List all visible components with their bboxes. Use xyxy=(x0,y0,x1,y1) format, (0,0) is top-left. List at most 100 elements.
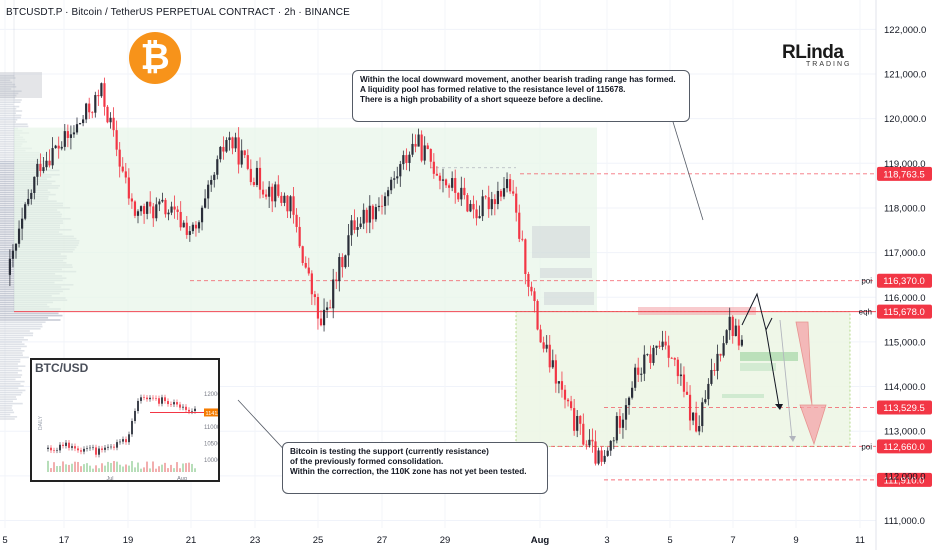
candle-body xyxy=(63,131,66,147)
candle-body xyxy=(188,231,191,235)
support-zone xyxy=(740,363,776,371)
candle-body xyxy=(200,207,204,223)
inset-y-tick-label: 11000 xyxy=(204,425,220,431)
candle-body xyxy=(585,444,588,446)
candle-body xyxy=(310,273,313,295)
inset-candle-body xyxy=(182,406,184,408)
candle-body xyxy=(414,143,417,147)
candle-body xyxy=(332,279,335,309)
volume-profile-bar xyxy=(0,407,12,409)
candle-body xyxy=(228,137,231,141)
inset-candle-body xyxy=(77,448,79,451)
candle-body xyxy=(670,357,673,359)
candle-body xyxy=(713,369,716,371)
candle-body xyxy=(289,196,292,212)
candle-body xyxy=(624,405,628,420)
candle-body xyxy=(579,415,582,424)
candle-body xyxy=(268,186,271,197)
volume-profile-bar xyxy=(0,363,18,365)
volume-profile-bar xyxy=(0,413,11,416)
volume-profile-bar xyxy=(0,114,22,117)
annotation-top[interactable]: Within the local downward movement, anot… xyxy=(352,70,690,122)
candle-body xyxy=(292,196,295,215)
bitcoin-logo-icon: ₿ xyxy=(129,32,181,84)
candle-body xyxy=(527,274,530,287)
volume-profile-bar xyxy=(0,394,22,396)
volume-profile-bar xyxy=(0,105,20,108)
candle-body xyxy=(692,412,695,421)
candle-body xyxy=(728,316,731,331)
candle-body xyxy=(274,184,277,202)
volume-profile-bar xyxy=(0,361,21,363)
level-lines: 118,763.5 116,370.0 poi 115,678.0 eqh 113,529… xyxy=(13,0,932,487)
inset-volume-bar xyxy=(188,462,190,472)
candle-body xyxy=(231,137,234,149)
volume-profile-bar xyxy=(0,387,19,389)
candle-body xyxy=(277,184,280,196)
candle-body xyxy=(582,423,585,445)
candle-body xyxy=(457,192,460,200)
candle-body xyxy=(359,223,362,228)
candle-body xyxy=(194,224,198,229)
volume-profile-bar xyxy=(0,92,19,95)
annotation-bottom[interactable]: Bitcoin is testing the support (currentl… xyxy=(282,442,548,494)
x-axis[interactable]: 5 17 19 21 23 25 27 29 Aug 3 5 7 9 11 xyxy=(2,535,865,546)
y-tick-label: 115,000.0 xyxy=(884,337,926,348)
symbol-title[interactable]: BTCUSDT.P · Bitcoin / TetherUS PERPETUAL… xyxy=(6,7,350,18)
zone-upper-consolidation xyxy=(14,127,597,312)
volume-profile-bar xyxy=(0,110,23,112)
candle-body xyxy=(362,209,365,224)
candle-body xyxy=(377,205,381,208)
candle-body xyxy=(560,381,564,390)
candle-body xyxy=(97,95,100,97)
level-price-label: 113,529.5 xyxy=(883,403,925,414)
candle-body xyxy=(115,130,118,150)
candle-body xyxy=(676,359,679,377)
candle-body xyxy=(512,191,515,194)
candle-body xyxy=(133,201,137,216)
volume-profile-bar xyxy=(0,334,34,337)
volume-profile-bar xyxy=(0,385,24,387)
volume-profile-bar xyxy=(0,352,23,354)
inset-candle-body xyxy=(194,408,196,411)
volume-profile-bar xyxy=(0,136,24,139)
candle-body xyxy=(441,179,445,181)
inset-volume-bar xyxy=(59,465,61,472)
candle-body xyxy=(688,394,692,421)
inset-volume-bar xyxy=(185,463,187,472)
inset-title: BTC/USD xyxy=(35,361,89,375)
inset-volume-bar xyxy=(92,468,94,472)
inset-volume-bar xyxy=(65,464,67,472)
candle-body xyxy=(127,177,130,199)
candle-body xyxy=(24,204,27,219)
candle-body xyxy=(249,168,252,183)
candle-body xyxy=(423,145,426,161)
inset-candle-body xyxy=(68,442,70,448)
inset-candle-body xyxy=(158,398,160,404)
level-price-label: 115,678.0 xyxy=(883,307,925,318)
candle-body xyxy=(30,193,33,199)
candle-body xyxy=(319,318,323,326)
inset-candle-body xyxy=(179,404,181,408)
inset-timeframe-label: DAILY xyxy=(38,415,44,430)
inset-volume-bar xyxy=(140,468,142,472)
candle-body xyxy=(304,262,307,268)
candle-body xyxy=(246,155,249,169)
candle-body xyxy=(448,185,451,188)
inset-chart-plot: 12000 11000 10500 10000 DAILY 11412 Jul Aug xyxy=(32,360,220,480)
candle-body xyxy=(740,339,743,346)
candle-body xyxy=(615,416,618,441)
candle-body xyxy=(161,199,164,202)
inset-volume-bar xyxy=(104,465,106,472)
volume-profile-bar xyxy=(0,396,17,398)
x-tick-label: 9 xyxy=(793,535,798,546)
inset-volume-bar xyxy=(155,468,157,472)
inset-candle-body xyxy=(101,448,103,450)
y-axis[interactable]: 111,000.0 112,000.0 113,000.0 114,000.0 115,… xyxy=(884,25,926,527)
y-tick-label: 111,000.0 xyxy=(884,516,925,527)
candle-body xyxy=(60,146,63,149)
candle-body xyxy=(637,367,640,375)
candle-body xyxy=(679,374,682,377)
candle-body xyxy=(426,145,429,150)
inset-y-tick-label: 10500 xyxy=(204,441,220,447)
